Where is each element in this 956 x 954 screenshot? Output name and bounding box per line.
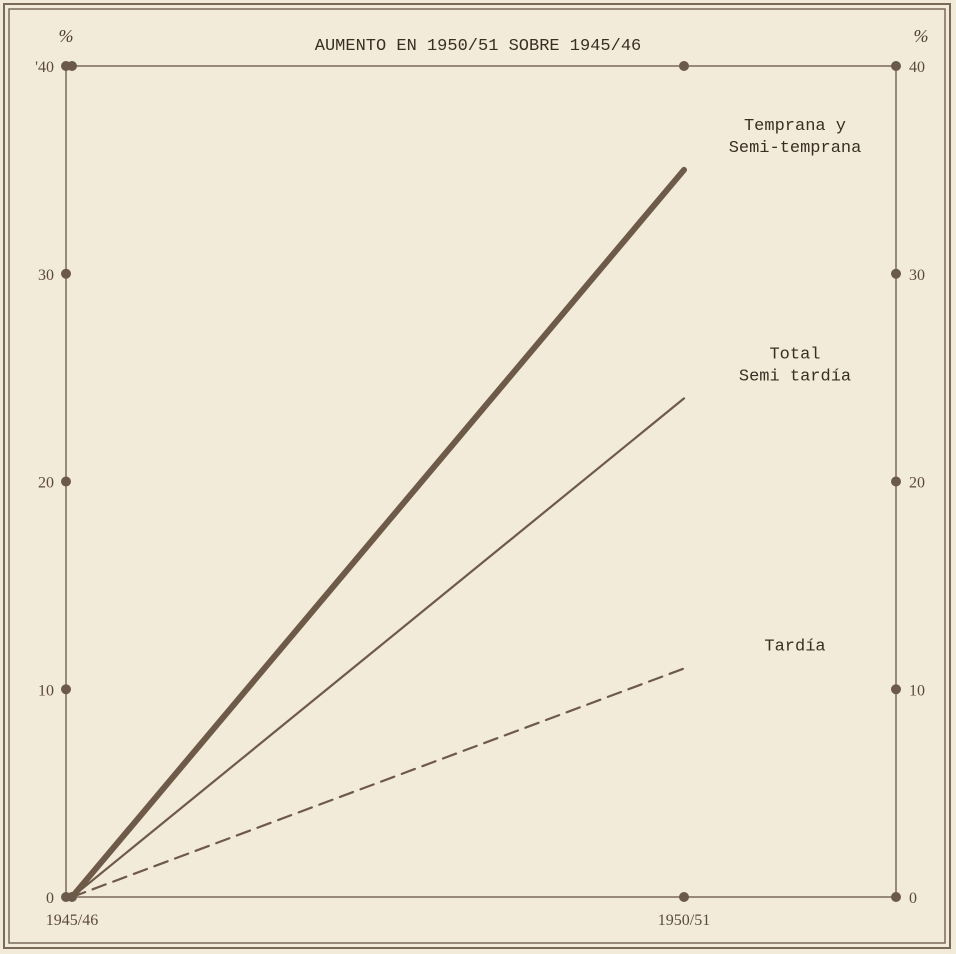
plot-frame — [65, 65, 897, 898]
y-tick-label-right: 10 — [909, 682, 925, 699]
x-tick-dot-top — [67, 61, 77, 71]
x-tick-dot-bottom — [67, 892, 77, 902]
y-tick-label-right: 40 — [909, 59, 925, 76]
y-tick-dot-left — [61, 476, 71, 487]
series-label: Temprana y — [744, 117, 846, 136]
y-tick-label-right: 0 — [909, 890, 917, 907]
series-label: Semi tardía — [739, 367, 851, 386]
outer-border — [3, 3, 951, 949]
y-tick-dot-right — [891, 892, 901, 902]
y-unit-left: % — [59, 26, 74, 46]
y-tick-dot-right — [891, 476, 901, 487]
y-tick-dot-right — [891, 684, 901, 695]
labels-group: AUMENTO EN 1950/51 SOBRE 1945/46% % 0 0 10 10… — [35, 26, 928, 929]
series-group — [69, 166, 687, 900]
x-tick-label: 1945/46 — [46, 912, 98, 929]
y-tick-label-left: 10 — [38, 682, 54, 699]
y-tick-label-left: 20 — [38, 475, 54, 492]
y-tick-label-left: 0 — [46, 890, 54, 907]
series-line — [70, 397, 686, 899]
y-tick-dot-left — [61, 268, 71, 279]
series-label: Tardía — [764, 637, 825, 656]
y-tick-dot-right — [891, 61, 901, 71]
y-tick-label-right: 30 — [909, 267, 925, 284]
y-tick-dot-left — [61, 684, 71, 695]
y-tick-label-right: 20 — [909, 475, 925, 492]
y-tick-dot-right — [891, 268, 901, 279]
series-label: Total — [769, 345, 820, 364]
axis-markers — [61, 61, 901, 902]
series-line — [69, 166, 687, 900]
chart-title: AUMENTO EN 1950/51 SOBRE 1945/46 — [315, 37, 641, 56]
inner-border — [8, 8, 946, 944]
series-label: Semi-temprana — [729, 139, 862, 158]
y-tick-label-left: 30 — [38, 267, 54, 284]
x-tick-dot-top — [679, 61, 689, 71]
x-tick-dot-bottom — [679, 892, 689, 902]
y-tick-label-left: '40 — [35, 59, 54, 76]
x-tick-label: 1950/51 — [658, 912, 710, 929]
y-unit-right: % — [914, 26, 929, 46]
series-line — [70, 667, 686, 899]
